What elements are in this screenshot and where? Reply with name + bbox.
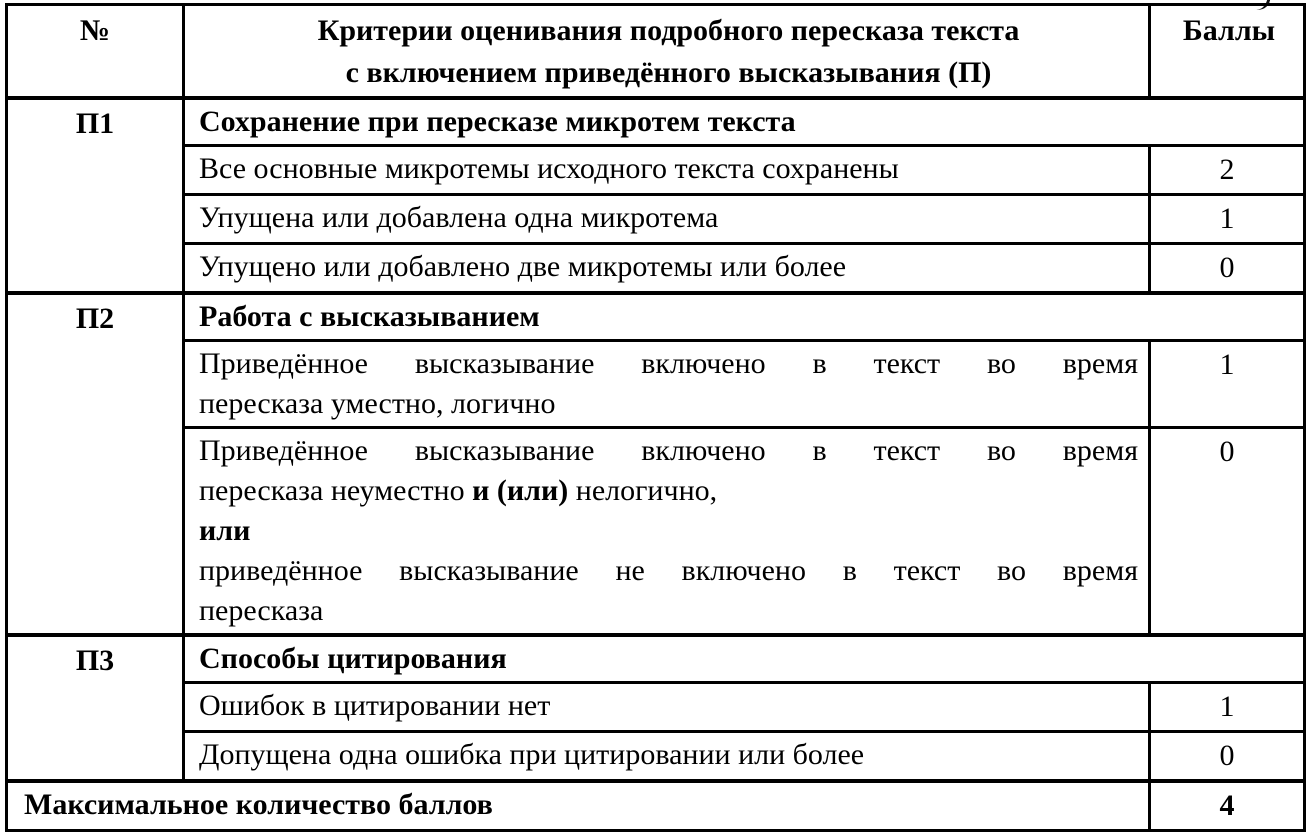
header-score-cell: Баллы (1148, 3, 1306, 100)
header-number-cell: № (5, 3, 185, 100)
header-criteria-cell: Критерии оценивания подробного пересказа… (182, 3, 1151, 100)
max-score-row: Максимальное количество баллов 4 (5, 779, 1306, 832)
header-criteria-line2: с включением приведённого высказывания (… (345, 56, 992, 89)
section-p2-title-row: П2 Работа с высказыванием (5, 291, 1306, 637)
section-p2-id: П2 (5, 291, 185, 637)
criterion-score: 1 (1148, 339, 1306, 429)
grading-criteria-table: № Критерии оценивания подробного переска… (5, 3, 1306, 832)
section-p1-title: Сохранение при пересказе микротем текста (182, 96, 1306, 147)
criterion-score: 2 (1148, 144, 1306, 196)
table-row: Допущена одна ошибка при цитировании или… (7, 730, 1306, 783)
section-p1-id: П1 (5, 96, 185, 295)
section-p1-title-row: П1 Сохранение при пересказе микротем тек… (5, 96, 1306, 295)
criterion-score: 0 (1148, 426, 1306, 637)
header-criteria-line1: Критерии оценивания подробного пересказа… (317, 14, 1020, 47)
table-row: Ошибок в цитировании нет 1 (7, 681, 1306, 733)
criterion-text: Допущена одна ошибка при цитировании или… (182, 730, 1151, 783)
table-row: Приведённое высказывание включено в текс… (7, 426, 1306, 637)
criterion-score: 1 (1148, 681, 1306, 733)
max-score-label: Максимальное количество баллов (5, 779, 1151, 832)
table-row: Приведённое высказывание включено в текс… (7, 339, 1306, 429)
criterion-text: Приведённое высказывание включено в текс… (182, 339, 1151, 429)
table-row: Все основные микротемы исходного текста … (7, 144, 1306, 196)
section-p3-title-row: П3 Способы цитирования (5, 633, 1306, 783)
section-p2-title: Работа с высказыванием (182, 291, 1306, 342)
max-score-value: 4 (1148, 779, 1306, 832)
table-row: Упущена или добавлена одна микротема 1 (7, 193, 1306, 245)
criterion-text: Ошибок в цитировании нет (182, 681, 1151, 733)
table-header-row: № Критерии оценивания подробного переска… (5, 3, 1306, 100)
scanned-document-page: { "page": { "artifact_note": "small scan… (5, 0, 1306, 832)
criterion-text: Упущена или добавлена одна микротема (182, 193, 1151, 245)
criterion-text: Приведённое высказывание включено в текс… (182, 426, 1151, 637)
section-p3-id: П3 (5, 633, 185, 783)
criterion-text: Упущено или добавлено две микротемы или … (182, 242, 1151, 295)
table-row: Упущено или добавлено две микротемы или … (7, 242, 1306, 295)
criterion-score: 0 (1148, 242, 1306, 295)
criterion-score: 1 (1148, 193, 1306, 245)
section-p3-title: Способы цитирования (182, 633, 1306, 684)
criterion-text: Все основные микротемы исходного текста … (182, 144, 1151, 196)
criterion-score: 0 (1148, 730, 1306, 783)
